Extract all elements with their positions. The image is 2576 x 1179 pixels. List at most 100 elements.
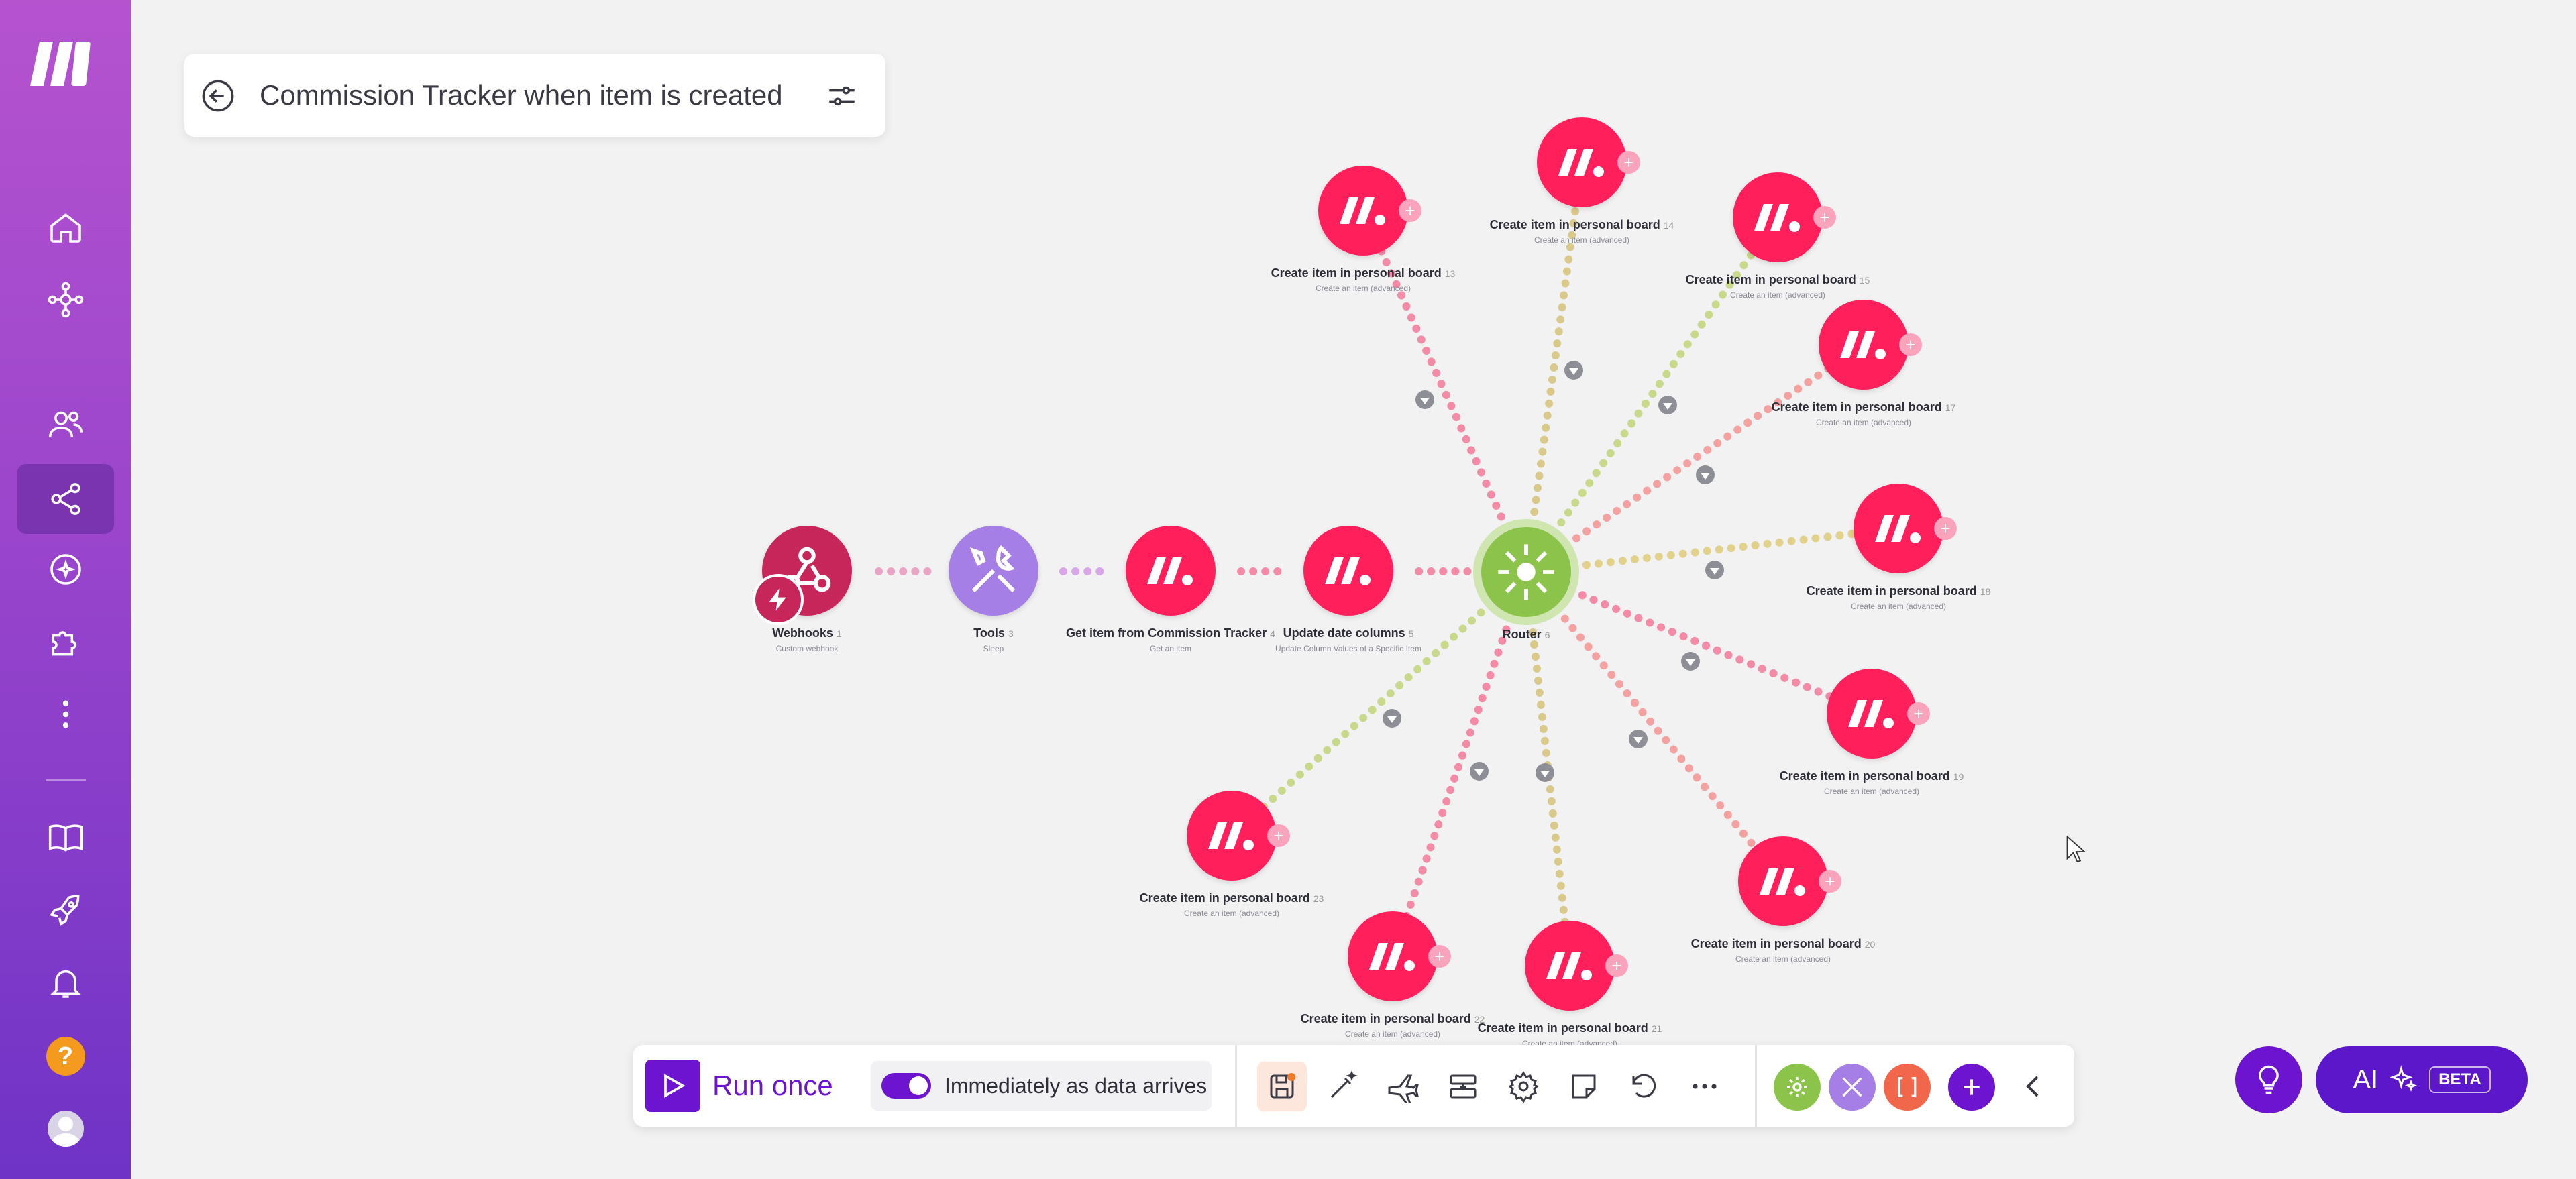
tools-module[interactable]: Tools 3 Sleep xyxy=(949,526,1038,616)
sidebar-item-help[interactable]: ? xyxy=(27,1023,104,1089)
add-module-plus-icon[interactable]: + xyxy=(1399,199,1421,222)
monday-icon xyxy=(1738,836,1828,926)
route-filter-icon[interactable] xyxy=(1383,709,1401,728)
create-item-module[interactable]: + Create item in personal board 18 Creat… xyxy=(1854,484,1943,573)
schedule-label: Immediately as data arrives xyxy=(945,1074,1207,1099)
undo-button[interactable] xyxy=(1619,1062,1669,1111)
module-label: Router 6 xyxy=(1374,628,1678,642)
route-filter-icon[interactable] xyxy=(1705,561,1724,579)
collapse-toolbar-button[interactable] xyxy=(2008,1062,2058,1111)
flow-control-palette-button[interactable] xyxy=(1829,1064,1876,1111)
create-item-module[interactable]: + Create item in personal board 13 Creat… xyxy=(1318,166,1408,256)
avatar xyxy=(48,1111,84,1147)
add-module-plus-icon[interactable]: + xyxy=(1428,945,1451,968)
add-module-button[interactable] xyxy=(1948,1064,1995,1111)
update-columns-module[interactable]: Update date columns 5 Update Column Valu… xyxy=(1303,526,1393,616)
sidebar-item-home[interactable] xyxy=(27,194,104,260)
add-module-plus-icon[interactable]: + xyxy=(1813,206,1836,229)
sidebar-item-ai-agents[interactable] xyxy=(27,537,104,602)
run-once-button[interactable]: Run once xyxy=(645,1060,833,1112)
explain-flow-button[interactable] xyxy=(1378,1062,1428,1111)
route-filter-icon[interactable] xyxy=(1696,465,1715,484)
add-module-plus-icon[interactable]: + xyxy=(1267,824,1290,847)
monday-icon xyxy=(1348,911,1438,1001)
sidebar-item-whats-new[interactable] xyxy=(27,877,104,943)
scenario-settings-button[interactable] xyxy=(1499,1062,1548,1111)
route-filter-icon[interactable] xyxy=(1564,361,1583,380)
save-button[interactable] xyxy=(1257,1062,1307,1111)
schedule-setting[interactable]: Immediately as data arrives xyxy=(871,1061,1212,1111)
create-item-module[interactable]: + Create item in personal board 20 Creat… xyxy=(1738,836,1828,926)
sidebar-item-team[interactable] xyxy=(27,392,104,457)
create-item-module[interactable]: + Create item in personal board 22 Creat… xyxy=(1348,911,1438,1001)
get-item-module[interactable]: Get item from Commission Tracker 4 Get a… xyxy=(1126,526,1216,616)
save-icon xyxy=(1266,1070,1298,1103)
sidebar-item-notifications[interactable] xyxy=(27,950,104,1015)
tools-palette-button[interactable] xyxy=(1774,1064,1821,1111)
module-label: Create item in personal board 13 xyxy=(1211,266,1515,280)
route-filter-icon[interactable] xyxy=(1629,730,1648,748)
sticky-note-button[interactable] xyxy=(1559,1062,1609,1111)
create-item-module[interactable]: + Create item in personal board 17 Creat… xyxy=(1819,300,1909,390)
module-sublabel: Create an item (advanced) xyxy=(1746,602,2051,611)
monday-icon xyxy=(1854,484,1943,573)
auto-align-button[interactable] xyxy=(1318,1062,1367,1111)
home-icon xyxy=(47,209,85,246)
module-sublabel: Create an item (advanced) xyxy=(1079,909,1384,918)
create-item-module[interactable]: + Create item in personal board 15 Creat… xyxy=(1733,172,1823,262)
create-item-module[interactable]: + Create item in personal board 19 Creat… xyxy=(1827,669,1917,759)
add-module-plus-icon[interactable]: + xyxy=(1899,333,1922,356)
hints-button[interactable] xyxy=(2235,1046,2302,1113)
ai-assistant-button[interactable]: AI BETA xyxy=(2316,1046,2528,1113)
sidebar-item-more[interactable] xyxy=(27,681,104,747)
sidebar-item-docs[interactable] xyxy=(27,805,104,871)
tools-icon xyxy=(949,526,1038,616)
create-item-module[interactable]: + Create item in personal board 23 Creat… xyxy=(1187,791,1277,881)
create-item-module[interactable]: + Create item in personal board 14 Creat… xyxy=(1537,117,1627,207)
schedule-toggle[interactable] xyxy=(881,1073,931,1099)
add-module-plus-icon[interactable]: + xyxy=(1907,702,1930,725)
more-vertical-icon xyxy=(47,695,85,733)
monday-icon xyxy=(1187,791,1277,881)
add-module-plus-icon[interactable]: + xyxy=(1605,954,1628,977)
module-sublabel: Create an item (advanced) xyxy=(1719,787,2024,796)
module-sublabel: Create an item (advanced) xyxy=(1711,418,2016,427)
play-icon xyxy=(645,1060,700,1112)
add-module-plus-icon[interactable]: + xyxy=(1819,870,1841,893)
sidebar-item-organization[interactable] xyxy=(27,267,104,333)
module-label: Create item in personal board 17 xyxy=(1711,400,2016,414)
sidebar-item-scenarios[interactable] xyxy=(17,464,114,534)
ai-agent-icon xyxy=(47,551,85,588)
gear-icon xyxy=(1784,1074,1811,1101)
ai-label: AI xyxy=(2353,1065,2378,1095)
gear-icon xyxy=(1507,1070,1540,1103)
module-label: Create item in personal board 18 xyxy=(1746,584,2051,598)
add-module-plus-icon[interactable]: + xyxy=(1617,151,1640,174)
module-sublabel: Create an item (advanced) xyxy=(1430,235,1734,245)
route-filter-icon[interactable] xyxy=(1470,762,1489,781)
monday-icon xyxy=(1126,526,1216,616)
beta-badge: BETA xyxy=(2429,1066,2491,1093)
add-module-plus-icon[interactable]: + xyxy=(1934,517,1957,540)
router-module[interactable]: Router 6 xyxy=(1481,527,1571,617)
route-filter-icon[interactable] xyxy=(1681,652,1700,671)
module-sublabel: Create an item (advanced) xyxy=(1211,284,1515,293)
route-filter-icon[interactable] xyxy=(1658,396,1677,414)
monday-icon xyxy=(1827,669,1917,759)
make-logo-icon[interactable] xyxy=(30,42,97,86)
magic-wand-icon xyxy=(1326,1070,1358,1103)
monday-icon xyxy=(1819,300,1909,390)
run-once-label: Run once xyxy=(712,1070,833,1102)
airplane-icon xyxy=(1387,1070,1419,1103)
route-filter-icon[interactable] xyxy=(1415,390,1434,409)
more-button[interactable] xyxy=(1680,1062,1729,1111)
undo-icon xyxy=(1628,1070,1660,1103)
create-item-module[interactable]: + Create item in personal board 21 Creat… xyxy=(1525,921,1615,1011)
sidebar-item-apps[interactable] xyxy=(27,609,104,675)
puzzle-icon xyxy=(47,623,85,661)
route-filter-icon[interactable] xyxy=(1536,763,1554,782)
webhooks-module[interactable]: Webhooks 1 Custom webhook xyxy=(762,526,852,616)
sidebar-item-profile[interactable] xyxy=(27,1096,104,1162)
json-palette-button[interactable] xyxy=(1884,1064,1931,1111)
notes-button[interactable] xyxy=(1438,1062,1488,1111)
